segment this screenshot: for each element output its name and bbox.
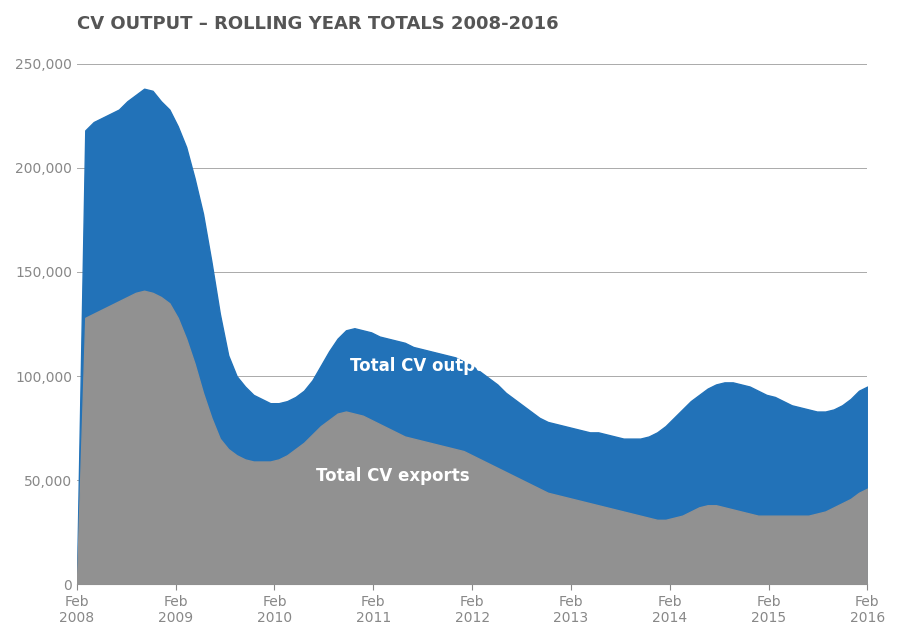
Text: CV OUTPUT – ROLLING YEAR TOTALS 2008-2016: CV OUTPUT – ROLLING YEAR TOTALS 2008-201… <box>76 15 559 33</box>
Text: Total CV output: Total CV output <box>350 356 495 374</box>
Text: Total CV exports: Total CV exports <box>316 467 470 485</box>
